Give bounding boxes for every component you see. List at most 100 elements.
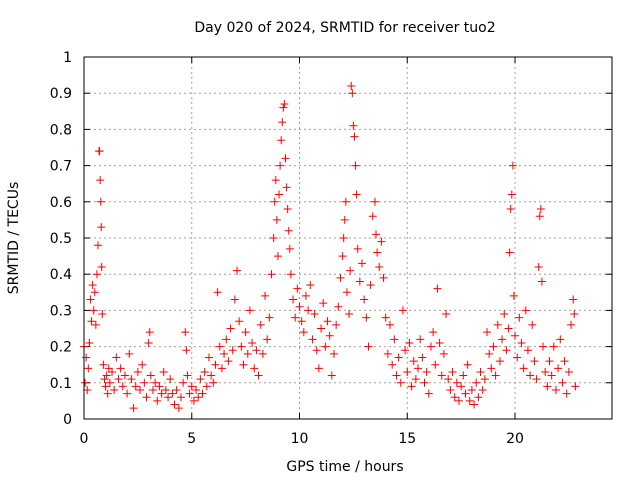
data-point [362, 313, 371, 322]
data-point [265, 313, 274, 322]
y-tick-label: 0.9 [50, 86, 72, 102]
data-point [273, 252, 282, 261]
y-axis-label: SRMTID / TECUs [6, 182, 22, 295]
data-point [91, 320, 100, 329]
data-point [560, 357, 569, 366]
data-point [314, 364, 323, 373]
y-tick-label: 0.6 [50, 195, 72, 211]
data-point [104, 364, 113, 373]
data-point [133, 367, 142, 376]
data-point [478, 386, 487, 395]
data-point [293, 284, 302, 293]
data-point [347, 81, 356, 90]
data-point [345, 310, 354, 319]
data-point [142, 393, 151, 402]
y-tick-label: 0.7 [50, 159, 72, 175]
x-tick-label: 10 [291, 431, 309, 447]
data-point [92, 270, 101, 279]
data-point [355, 277, 364, 286]
data-point [329, 349, 338, 358]
data-point [463, 360, 472, 369]
data-point [515, 313, 524, 322]
data-point [556, 335, 565, 344]
data-point [422, 367, 431, 376]
data-point [282, 183, 291, 192]
data-point [485, 349, 494, 358]
data-point [157, 389, 166, 398]
data-point [366, 281, 375, 290]
data-point [277, 136, 286, 145]
data-point [174, 404, 183, 413]
data-point [433, 284, 442, 293]
data-point [151, 378, 160, 387]
data-point [241, 328, 250, 337]
data-point [493, 320, 502, 329]
data-point [297, 317, 306, 326]
data-point [398, 306, 407, 315]
data-point [558, 378, 567, 387]
data-point [424, 389, 433, 398]
x-tick-label: 5 [187, 431, 196, 447]
data-point [454, 396, 463, 405]
data-point [405, 338, 414, 347]
data-point [373, 248, 382, 257]
data-point [217, 364, 226, 373]
data-point [213, 288, 222, 297]
data-point [182, 346, 191, 355]
data-point [233, 266, 242, 275]
data-point [504, 324, 513, 333]
data-point [569, 295, 578, 304]
data-point [535, 212, 544, 221]
data-point [276, 161, 285, 170]
data-point [474, 393, 483, 402]
data-point [285, 244, 294, 253]
data-point [125, 349, 134, 358]
data-point [172, 386, 181, 395]
data-point [467, 386, 476, 395]
data-point [429, 328, 438, 337]
data-point [537, 277, 546, 286]
data-point [235, 317, 244, 326]
data-point [392, 371, 401, 380]
data-point [513, 353, 522, 362]
data-point [144, 338, 153, 347]
data-point [386, 320, 395, 329]
data-point [536, 205, 545, 214]
data-point [308, 335, 317, 344]
data-point [258, 349, 267, 358]
data-point [123, 389, 132, 398]
data-point [319, 299, 328, 308]
data-point [505, 248, 514, 257]
x-axis-label: GPS time / hours [286, 459, 403, 475]
data-point [390, 335, 399, 344]
data-point [450, 393, 459, 402]
data-point [530, 357, 539, 366]
data-point [541, 367, 550, 376]
data-point [129, 404, 138, 413]
data-point [339, 234, 348, 242]
data-point [317, 324, 326, 333]
data-point [508, 161, 517, 170]
data-point [401, 346, 410, 355]
data-point [148, 386, 157, 395]
data-point [519, 364, 528, 373]
grid-lines [84, 57, 612, 419]
data-point [301, 291, 310, 300]
data-point [321, 342, 330, 351]
data-point [289, 295, 298, 304]
data-point [472, 378, 481, 387]
data-point [461, 389, 470, 398]
data-point [407, 382, 416, 391]
data-point [470, 400, 479, 409]
data-point [204, 353, 213, 362]
data-point [325, 331, 334, 340]
data-point [291, 313, 300, 322]
data-point [383, 349, 392, 358]
data-point [192, 386, 201, 395]
data-point [267, 270, 276, 279]
data-point [168, 389, 177, 398]
data-point [161, 386, 170, 395]
x-tick-label: 0 [80, 431, 89, 447]
data-point [381, 313, 390, 322]
